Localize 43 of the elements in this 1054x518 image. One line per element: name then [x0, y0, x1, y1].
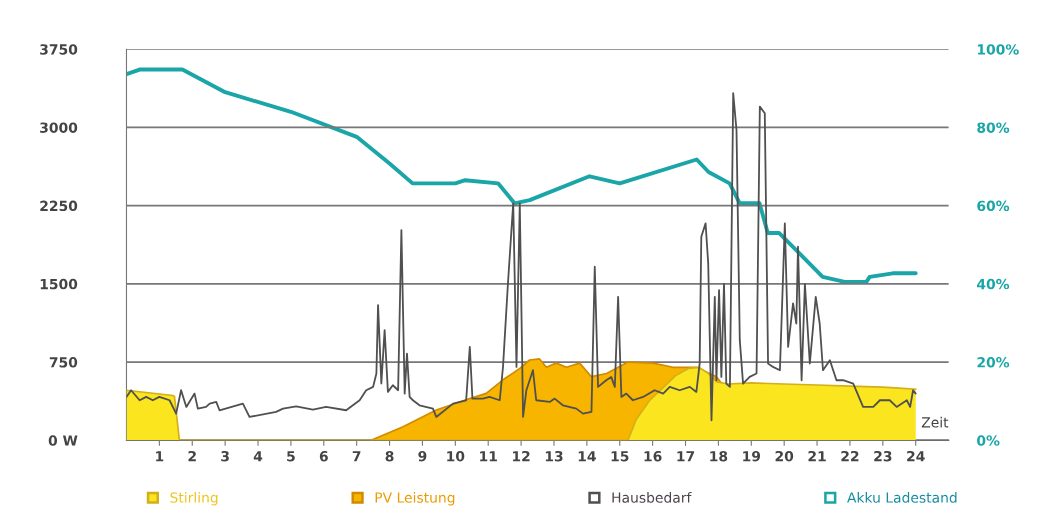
x-tick-label: 16	[644, 450, 662, 462]
line-series	[126, 92, 917, 422]
x-axis-title: Zeit	[921, 416, 949, 428]
x-tick-label: 1	[156, 451, 164, 462]
x-tick-label: 5	[287, 451, 295, 462]
y2-tick-label: 100%	[977, 44, 1019, 55]
x-tick-label: 14	[578, 451, 596, 462]
x-tick-label: 22	[841, 450, 859, 462]
legend-label: Hausbedarf	[612, 492, 692, 503]
x-tick-label: 12	[513, 450, 530, 462]
x-tick-label: 2	[188, 450, 196, 462]
x-tick-label: 10	[447, 450, 465, 462]
y2-tick-label: 60%	[977, 200, 1010, 212]
legend-label: Stirling	[170, 492, 218, 506]
x-tick-label: 21	[808, 450, 826, 462]
y2-tick-label: 0%	[977, 435, 1000, 446]
x-tick-label: 17	[677, 451, 695, 462]
x-tick-label: 7	[352, 451, 361, 462]
x-tick-label: 18	[710, 450, 728, 462]
x-tick-label: 20	[775, 450, 794, 462]
x-tick-label: 8	[385, 450, 394, 462]
x-tick-label: 9	[418, 450, 427, 462]
x-tick-label: 4	[253, 451, 263, 462]
y-tick-label: 1500	[40, 278, 78, 290]
x-tick-label: 23	[874, 450, 892, 462]
x-tick-label: 19	[743, 450, 761, 462]
y2-tick-label: 20%	[977, 357, 1010, 368]
x-tick-label: 15	[611, 451, 629, 462]
x-tick-label: 13	[545, 450, 563, 462]
x-tick-label: 24	[907, 450, 925, 462]
y-tick-label: 3000	[40, 122, 78, 133]
x-tick-label: 3	[221, 450, 229, 462]
legend-label: PV Leistung	[375, 492, 455, 506]
y-tick-label: 750	[49, 357, 78, 368]
y-tick-label: 3750	[40, 44, 78, 55]
x-tick-label: 6	[319, 450, 328, 462]
x-tick-label: 11	[480, 451, 497, 462]
y2-tick-label: 80%	[977, 122, 1010, 133]
y-tick-label: 2250	[40, 200, 78, 212]
y2-tick-label: 40%	[977, 278, 1010, 290]
y-tick-label: 0 W	[48, 435, 78, 446]
legend-label: Akku Ladestand	[847, 492, 957, 503]
line-series	[126, 67, 918, 284]
